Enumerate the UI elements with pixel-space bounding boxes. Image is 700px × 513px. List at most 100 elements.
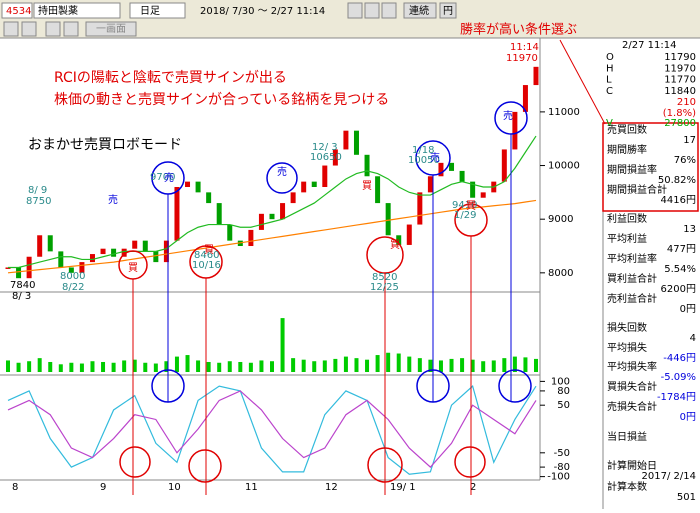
crosshair[interactable] <box>63 21 79 37</box>
candle <box>396 235 402 245</box>
volume-bar <box>101 361 106 372</box>
volume: 27800 <box>664 118 696 129</box>
volume-bar <box>428 359 433 372</box>
volume-bar <box>354 358 359 372</box>
note: 12/25 <box>370 282 399 293</box>
candle <box>512 111 518 150</box>
note: 11:14 <box>510 42 539 53</box>
y-tick-label: 8000 <box>548 268 573 279</box>
candle <box>79 262 85 273</box>
mode-label: おまかせ売買ロボモード <box>28 137 182 153</box>
y-tick-label: 9000 <box>548 214 573 225</box>
stat-label: 期間損益率 <box>607 163 657 176</box>
note: 9410 <box>452 200 477 211</box>
candle <box>26 256 32 279</box>
stat-value: 477円 <box>667 244 696 255</box>
note: 7840 <box>10 280 35 291</box>
candle <box>364 154 370 177</box>
volume-bar <box>79 363 84 372</box>
note: 9700 <box>150 172 175 183</box>
zoom-out[interactable] <box>21 21 37 37</box>
stat-value: 2017/ 2/14 <box>642 471 696 482</box>
volume-bar <box>227 361 232 372</box>
candle <box>248 229 254 247</box>
sell-sign: 売 <box>430 151 440 164</box>
down-button[interactable] <box>364 2 380 19</box>
volume-bar <box>291 358 296 372</box>
stat-label: 計算開始日 <box>607 459 657 472</box>
draw-line[interactable] <box>45 21 61 37</box>
candle <box>89 254 95 263</box>
volume-bar <box>333 358 338 372</box>
stat-label: 当日損益 <box>607 430 647 443</box>
continuous-button[interactable] <box>403 2 437 19</box>
volume-bar <box>491 360 496 372</box>
stat-label: 期間勝率 <box>607 143 647 156</box>
volume-bar <box>259 360 264 372</box>
candle <box>132 240 138 249</box>
volume-bar <box>111 362 116 372</box>
candle <box>280 203 286 220</box>
volume-bar <box>534 358 538 372</box>
quote-key: L <box>606 75 612 86</box>
stat-value: -5.09% <box>661 372 696 383</box>
volume-bar <box>69 362 74 372</box>
volume-bar <box>365 359 370 372</box>
candle <box>206 192 212 204</box>
candle <box>480 192 486 198</box>
stat-label: 平均損失 <box>607 341 647 354</box>
candle <box>227 224 233 241</box>
highlight-box <box>602 122 699 212</box>
volume-bar <box>512 356 517 372</box>
y-tick-label: 10000 <box>548 161 580 172</box>
up-button[interactable] <box>347 2 363 19</box>
buy-sign: 買 <box>128 262 138 274</box>
headline: RCIの陽転と陰転で売買サインが出る <box>54 70 287 86</box>
volume-bar <box>16 362 21 372</box>
circles <box>118 39 699 495</box>
stat-label: 買損失合計 <box>607 380 657 393</box>
quote-value: 11790 <box>664 52 696 63</box>
note: 1/29 <box>454 210 476 221</box>
name-box <box>33 2 121 19</box>
screen-button[interactable] <box>85 21 137 37</box>
volume-bar <box>143 362 148 372</box>
y-tick-label: 80 <box>557 386 570 397</box>
volume-bar <box>301 359 306 372</box>
buy-sign: 買 <box>466 200 476 212</box>
volume-bar <box>27 361 32 372</box>
volume-bar <box>122 360 127 372</box>
note: 8520 <box>372 272 397 283</box>
period-select[interactable] <box>129 2 186 19</box>
code-box[interactable] <box>1 2 33 19</box>
sell-circle <box>266 162 298 194</box>
volume-bar <box>196 360 201 372</box>
yen: 円 <box>443 6 453 17</box>
candle <box>343 130 349 150</box>
volume-bar <box>523 357 528 372</box>
sell-sign: 売 <box>277 165 287 178</box>
candle <box>269 213 275 220</box>
stat-value: 50.82% <box>658 175 696 186</box>
yen-button[interactable] <box>439 2 457 19</box>
x-tick-label: 19/ 1 <box>390 482 416 493</box>
x-tick-label: 9 <box>100 482 106 493</box>
up-button[interactable] <box>381 2 397 19</box>
candle <box>16 267 22 279</box>
zoom-in[interactable] <box>3 21 19 37</box>
code: 4534 <box>6 6 31 17</box>
quote-key: H <box>606 63 614 74</box>
stat-label: 平均損失率 <box>607 360 657 373</box>
candle <box>449 162 455 171</box>
candle <box>142 240 148 252</box>
x-tick-label: 2 <box>470 482 476 493</box>
volume-bar <box>248 362 253 372</box>
candle <box>375 176 381 204</box>
note: 1/18 <box>412 145 434 156</box>
volume-bar <box>396 353 401 372</box>
buy-sign: 買 <box>362 180 372 192</box>
stat-value: 4 <box>690 333 696 344</box>
candle <box>533 66 539 86</box>
